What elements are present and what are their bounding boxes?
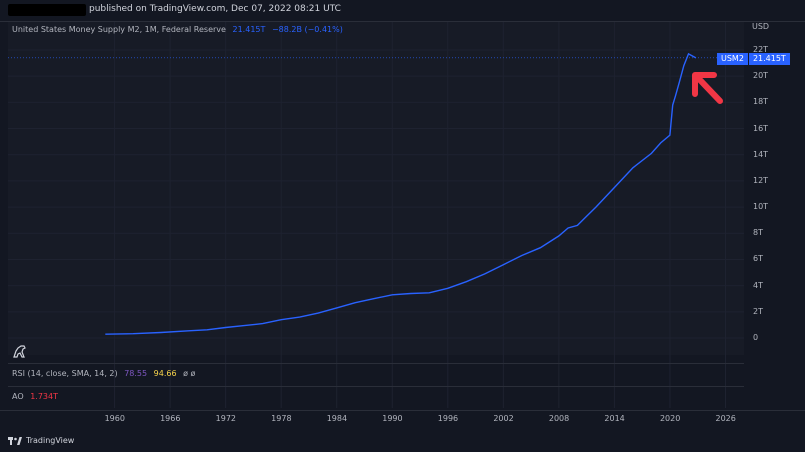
rsi-na-values: ø ø — [183, 369, 196, 378]
top-bar: published on TradingView.com, Dec 07, 20… — [0, 0, 805, 22]
x-tick-label: 2008 — [548, 414, 570, 423]
rsi-value: 78.55 — [124, 369, 148, 378]
ao-label: AO — [12, 392, 24, 401]
published-text: published on TradingView.com, Dec 07, 20… — [89, 4, 341, 14]
redacted-username — [8, 4, 86, 16]
y-tick-label: 20T — [753, 71, 769, 81]
y-tick-label: 18T — [753, 97, 769, 107]
y-tick-label: 8T — [753, 228, 763, 238]
price-tag-value: 21.415T — [748, 53, 790, 65]
ao-legend: AO 1.734T — [12, 392, 58, 401]
footer-brand: TradingView — [26, 436, 75, 445]
y-tick-label: 2T — [753, 306, 763, 316]
main-chart-pane[interactable] — [8, 22, 744, 355]
x-tick-label: 2014 — [604, 414, 625, 423]
x-tick-label: 2026 — [715, 414, 736, 423]
y-tick-label: 0 — [753, 333, 759, 342]
price-tag: USM2 21.415T — [717, 53, 790, 65]
x-tick-label: 1966 — [160, 414, 181, 423]
series-name: United States Money Supply M2, 1M, Feder… — [12, 25, 226, 34]
x-tick-label: 1984 — [326, 414, 348, 423]
y-tick-label: 6T — [753, 254, 763, 264]
y-tick-label: 12T — [753, 175, 769, 185]
tradingview-logo-icon — [8, 436, 22, 445]
footer: TradingView — [8, 436, 74, 445]
rsi-pane[interactable] — [8, 363, 744, 386]
rsi-label: RSI (14, close, SMA, 14, 2) — [12, 369, 118, 378]
x-tick-label: 1996 — [437, 414, 459, 423]
currency-label: USD — [752, 22, 770, 31]
ao-value: 1.734T — [30, 392, 58, 401]
rsi-ma-value: 94.66 — [153, 369, 177, 378]
y-tick-label: 16T — [753, 123, 769, 133]
series-legend: United States Money Supply M2, 1M, Feder… — [12, 25, 343, 34]
x-tick-label: 1978 — [271, 414, 292, 423]
rsi-legend: RSI (14, close, SMA, 14, 2) 78.55 94.66 … — [12, 369, 195, 378]
dino-icon[interactable] — [12, 344, 28, 358]
y-tick-label: 4T — [753, 280, 763, 290]
x-tick-label: 2020 — [659, 414, 681, 423]
y-tick-label: 10T — [753, 202, 769, 212]
m2-series-line — [105, 52, 697, 335]
x-tick-label: 2002 — [493, 414, 514, 423]
series-value: 21.415T — [232, 25, 266, 34]
red-arrow-annotation — [692, 72, 723, 104]
series-change: −88.2B (−0.41%) — [271, 25, 343, 34]
x-tick-label: 1960 — [104, 414, 125, 423]
x-axis[interactable] — [0, 410, 805, 427]
chart-grid — [8, 22, 744, 408]
y-tick-label: 22T — [753, 45, 769, 54]
y-tick-label: 14T — [753, 149, 769, 159]
ao-pane[interactable] — [8, 386, 744, 409]
x-tick-label: 1972 — [215, 414, 236, 423]
price-tag-symbol: USM2 — [717, 53, 749, 65]
x-tick-label: 1990 — [382, 414, 403, 423]
